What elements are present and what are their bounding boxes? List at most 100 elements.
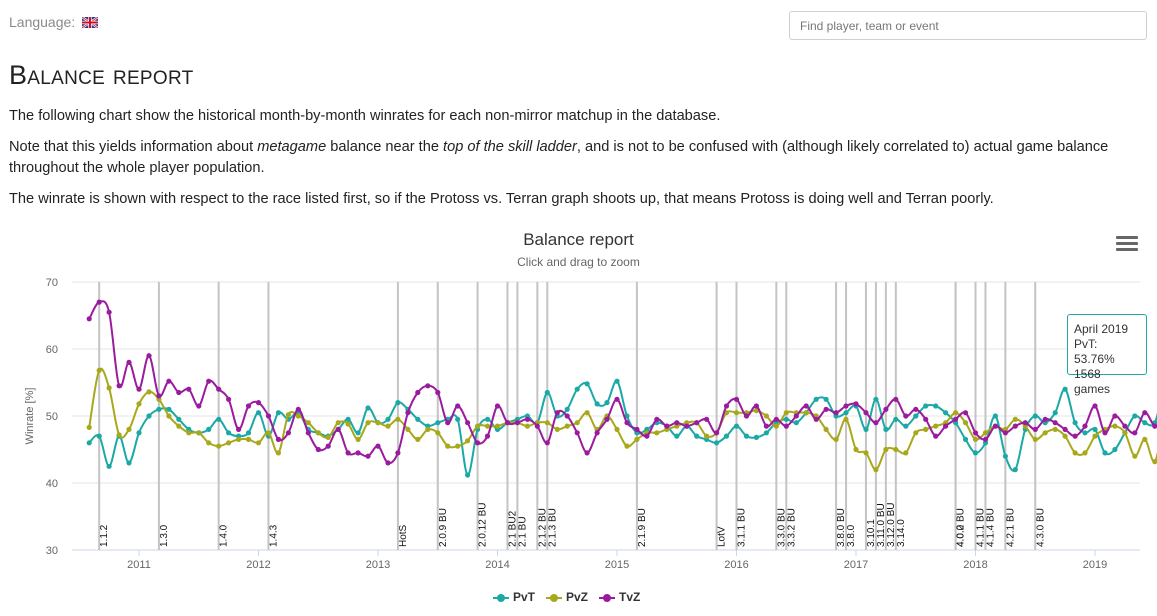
tooltip-date: April 2019	[1074, 322, 1129, 336]
page-title: Balance report	[9, 60, 194, 90]
y-tick-label: 60	[46, 344, 58, 356]
data-point-pvt	[923, 403, 929, 409]
data-point-pvz	[126, 426, 132, 432]
data-point-pvt	[903, 423, 909, 429]
data-point-tvz	[1032, 426, 1038, 432]
data-point-tvz	[833, 410, 839, 416]
data-point-pvt	[873, 396, 879, 402]
data-point-tvz	[1092, 403, 1098, 409]
data-point-pvz	[893, 446, 899, 453]
data-point-pvt	[943, 410, 949, 416]
data-point-tvz	[206, 378, 212, 384]
data-point-tvz	[275, 436, 281, 442]
data-point-pvz	[116, 432, 122, 438]
data-point-tvz	[913, 406, 919, 412]
patch-label: 3.10.1	[866, 519, 877, 547]
data-point-pvt	[455, 416, 461, 422]
patch-label: HotS	[398, 524, 409, 547]
data-point-tvz	[345, 450, 351, 456]
patch-label: 1.4.0	[219, 524, 230, 547]
chart-title: Balance report	[523, 230, 634, 249]
data-point-tvz	[1022, 420, 1028, 426]
data-point-pvz	[1132, 453, 1138, 459]
data-point-pvt	[1132, 413, 1138, 419]
data-point-tvz	[933, 433, 939, 439]
data-point-pvt	[1102, 450, 1108, 456]
patch-label: 4.0.2 BU	[956, 508, 967, 547]
y-tick-label: 50	[46, 411, 58, 423]
patch-label: 4.2.1 BU	[1005, 508, 1016, 547]
data-point-pvz	[1012, 416, 1018, 422]
data-point-pvt	[733, 423, 740, 429]
data-point-pvt	[86, 440, 92, 446]
data-point-pvt	[216, 416, 222, 422]
data-point-pvt	[962, 436, 969, 442]
balance-chart[interactable]: 30 40 50 60 70 Winrate [%] 2011 2012 2013 2014 201…	[0, 222, 1157, 616]
data-point-pvt	[584, 381, 590, 387]
data-point-tvz	[395, 450, 401, 456]
data-point-pvt	[176, 416, 182, 422]
data-point-pvt	[465, 472, 471, 478]
legend-label: TvZ	[619, 590, 641, 604]
data-point-tvz	[1142, 410, 1148, 416]
data-point-pvz	[216, 443, 222, 449]
data-point-pvz	[913, 430, 919, 436]
patch-label: 3.3.2 BU	[786, 508, 797, 547]
patch-label: 2.1 BU2	[507, 510, 518, 547]
data-point-pvz	[1082, 450, 1088, 456]
data-point-pvt	[126, 460, 132, 466]
data-point-pvt	[345, 416, 351, 422]
data-point-pvz	[176, 423, 182, 429]
data-point-tvz	[1002, 430, 1009, 436]
data-point-pvz	[1122, 430, 1128, 436]
data-point-tvz	[544, 440, 550, 446]
data-point-tvz	[236, 426, 242, 432]
data-point-pvz	[853, 446, 859, 453]
data-point-tvz	[953, 416, 959, 422]
data-point-tvz	[654, 416, 660, 422]
data-point-pvz	[564, 423, 570, 429]
data-point-pvz	[634, 436, 640, 442]
patch-label: 4.3.0 BU	[1035, 508, 1046, 547]
data-point-pvt	[1002, 453, 1009, 459]
tooltip-games: 1568 games	[1074, 367, 1111, 396]
data-point-tvz	[465, 420, 471, 426]
data-point-pvt	[1092, 426, 1098, 432]
data-point-pvz	[206, 440, 212, 446]
data-point-pvt	[1032, 413, 1038, 419]
data-point-pvt	[365, 405, 371, 411]
data-point-pvz	[475, 423, 481, 429]
x-tick-label: 2013	[366, 559, 390, 571]
data-point-tvz	[126, 359, 132, 365]
data-point-tvz	[1072, 433, 1078, 439]
search-input[interactable]	[789, 11, 1147, 40]
data-point-tvz	[982, 436, 989, 442]
data-point-tvz	[704, 416, 710, 422]
data-point-pvz	[325, 434, 331, 440]
data-point-pvz	[883, 446, 889, 453]
data-point-tvz	[455, 403, 461, 409]
data-point-pvz	[953, 410, 959, 416]
data-point-tvz	[435, 389, 441, 396]
chart-canvas[interactable]: 30 40 50 60 70 Winrate [%] 2011 2012 2013 2014 201…	[0, 222, 1157, 616]
data-point-pvt	[1052, 410, 1058, 416]
uk-flag-icon[interactable]	[82, 17, 98, 28]
patch-label: 2.1 BU	[517, 516, 528, 547]
patch-label: 2.1.2 BU	[537, 508, 548, 547]
y-tick-label: 70	[46, 277, 58, 289]
data-point-pvz	[385, 423, 391, 429]
data-point-tvz	[743, 413, 750, 419]
data-point-pvt	[106, 463, 112, 469]
data-point-tvz	[1112, 413, 1118, 419]
data-point-pvz	[395, 416, 401, 422]
data-point-tvz	[763, 423, 770, 429]
data-point-pvt	[385, 416, 391, 422]
data-point-tvz	[385, 460, 391, 466]
hamburger-menu-icon[interactable]	[1116, 236, 1138, 254]
data-point-tvz	[315, 446, 321, 453]
data-point-pvt	[574, 386, 580, 392]
data-point-pvz	[574, 420, 580, 426]
chart-tooltip: April 2019 PvT: 53.76% 1568 games	[1067, 314, 1147, 396]
x-tick-label: 2014	[485, 559, 509, 571]
legend-label: PvT	[513, 590, 536, 604]
